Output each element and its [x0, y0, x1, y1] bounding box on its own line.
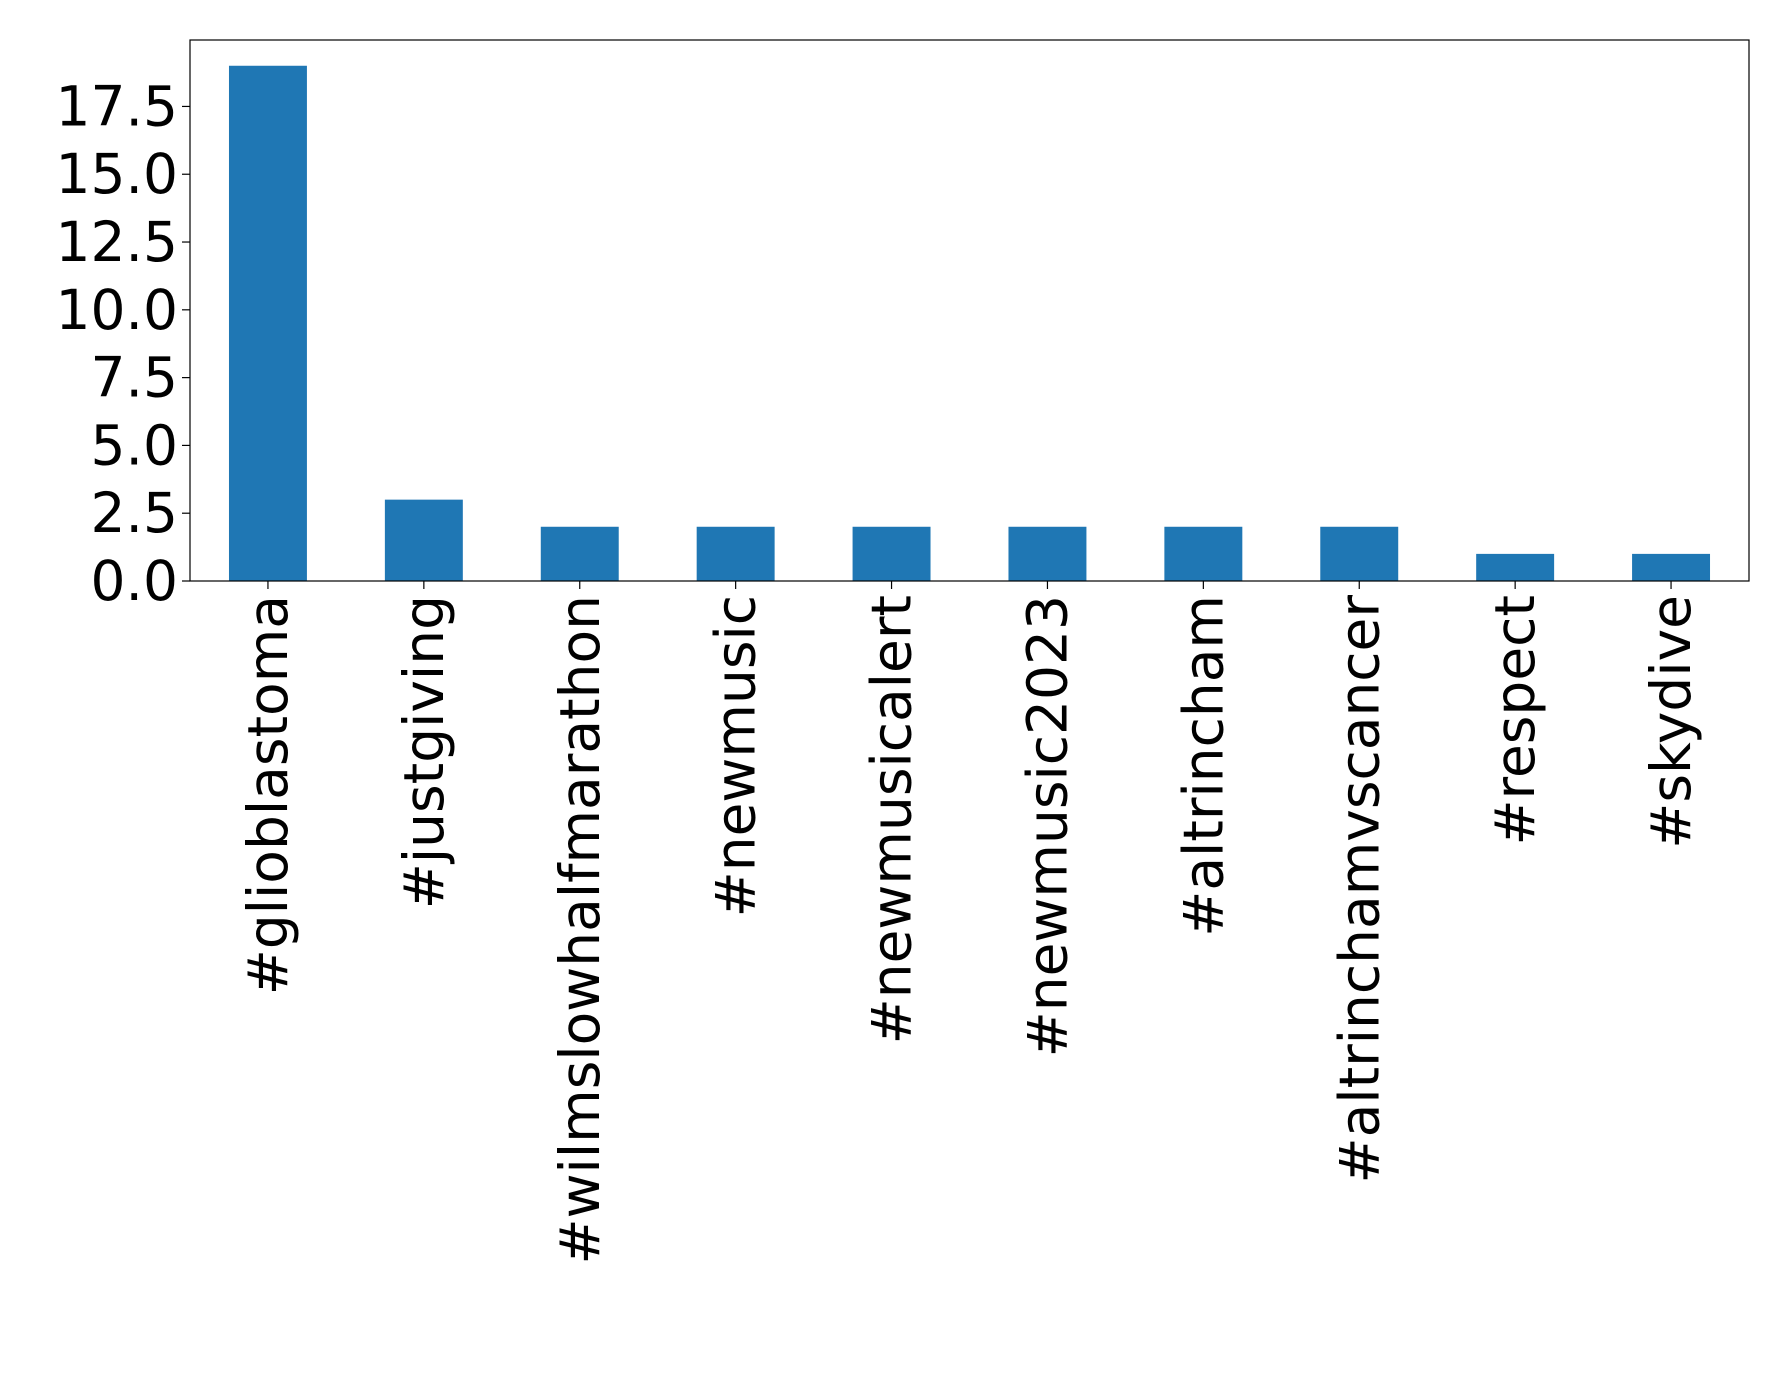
x-tick-label: #respect	[1483, 595, 1547, 846]
x-tick-label: #justgiving	[392, 595, 456, 909]
bar	[1632, 553, 1711, 581]
bar	[1164, 526, 1243, 581]
y-tick-label: 12.5	[56, 210, 178, 274]
bar	[228, 65, 307, 581]
bar	[696, 526, 775, 581]
x-tick-label: #altrinchamvscancer	[1327, 595, 1391, 1184]
x-tick-label: #skydive	[1639, 595, 1703, 849]
y-tick-label: 2.5	[91, 481, 178, 545]
y-tick-label: 17.5	[56, 74, 178, 138]
y-tick-label: 5.0	[91, 413, 178, 477]
x-tick-label: #newmusicalert	[860, 595, 924, 1044]
x-tick-label: #glioblastoma	[236, 595, 300, 995]
axes-frame	[189, 39, 1750, 582]
y-tick-label: 0.0	[91, 549, 178, 613]
bar	[1320, 526, 1399, 581]
x-tick-label: #altrincham	[1171, 595, 1235, 937]
x-tick-label: #wilmslowhalfmarathon	[548, 595, 612, 1265]
bar	[384, 499, 463, 581]
x-tick-label: #newmusic	[704, 595, 768, 917]
y-tick-label: 10.0	[56, 278, 178, 342]
bar	[852, 526, 931, 581]
bar	[540, 526, 619, 581]
bar	[1476, 553, 1555, 581]
bar	[1008, 526, 1087, 581]
x-tick-label: #newmusic2023	[1015, 595, 1079, 1057]
y-tick-label: 15.0	[56, 142, 178, 206]
y-tick-label: 7.5	[91, 346, 178, 410]
